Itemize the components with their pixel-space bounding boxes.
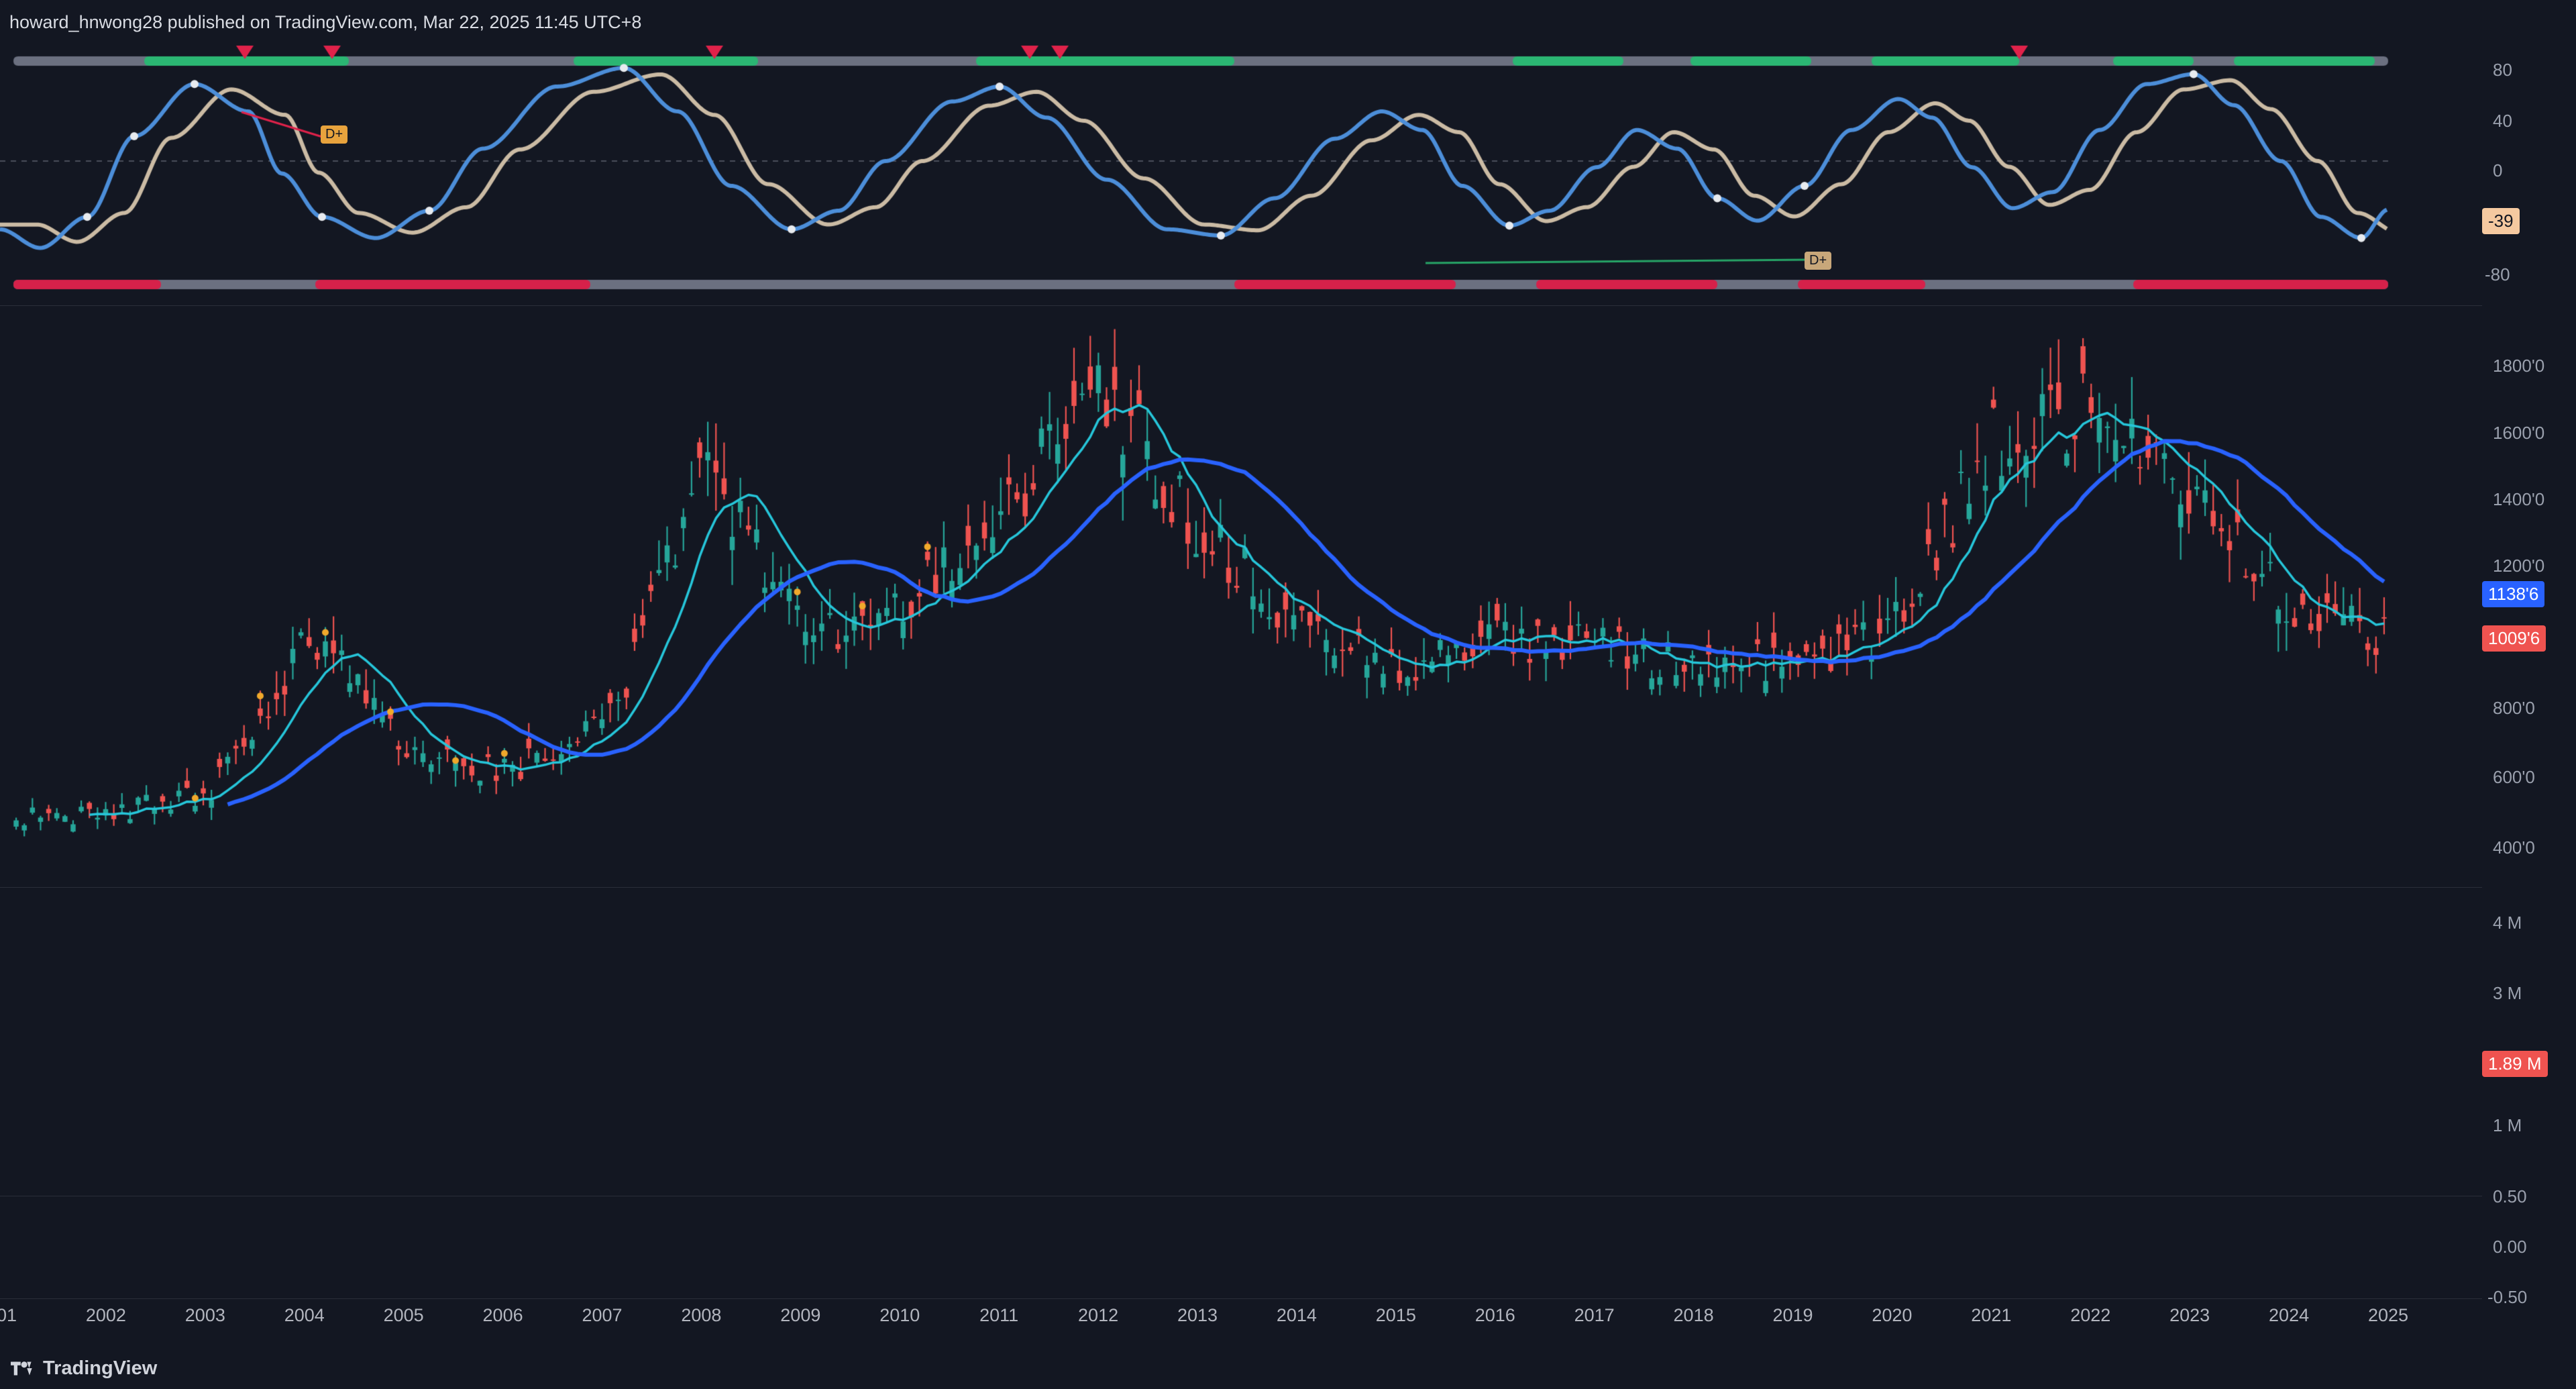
price-volume-divider	[0, 887, 2482, 888]
osc-tick-neg80: -80	[2485, 264, 2510, 285]
price-tick-1800: 1800'0	[2493, 356, 2545, 376]
x-tick-2003: 2003	[184, 1305, 225, 1325]
volume-canvas	[0, 889, 2482, 1194]
dots-tick-000: 0.00	[2493, 1237, 2527, 1257]
x-tick-2005: 2005	[383, 1305, 424, 1325]
x-axis-labels: 01 2002 2003 2004 2005 2006 2007 2008 2009 2010 20…	[0, 1302, 2482, 1329]
x-tick-2004: 2004	[284, 1305, 325, 1325]
tradingview-logo: TradingView	[11, 1357, 157, 1380]
price-tick-1600: 1600'0	[2493, 423, 2545, 443]
price-canvas	[0, 307, 2482, 886]
osc-tick-80: 80	[2493, 60, 2512, 80]
vol-tick-3m: 3 M	[2493, 983, 2522, 1003]
osc-tick-0: 0	[2493, 160, 2503, 181]
volume-value-badge: 1.89 M	[2482, 1051, 2548, 1077]
oscillator-label-d1: D+	[321, 125, 348, 144]
x-tick-2023: 2023	[2169, 1305, 2210, 1325]
price-tick-400: 400'0	[2493, 837, 2535, 858]
x-tick-2021: 2021	[1971, 1305, 2012, 1325]
x-tick-2012: 2012	[1078, 1305, 1119, 1325]
x-tick-2019: 2019	[1772, 1305, 1813, 1325]
oscillator-label-d2: D+	[1805, 252, 1832, 270]
dots-pane	[0, 1198, 2482, 1298]
price-tick-600: 600'0	[2493, 767, 2535, 787]
x-tick-2010: 2010	[879, 1305, 920, 1325]
x-tick-2013: 2013	[1177, 1305, 1218, 1325]
oscillator-canvas	[0, 42, 2482, 310]
vol-tick-4m: 4 M	[2493, 913, 2522, 933]
x-tick-2009: 2009	[780, 1305, 821, 1325]
tradingview-wordmark: TradingView	[43, 1357, 158, 1379]
tradingview-mark-icon	[11, 1361, 36, 1375]
x-tick-2007: 2007	[582, 1305, 623, 1325]
osc-value-badge: -39	[2482, 208, 2520, 234]
attribution-bar: howard_hnwong28 published on TradingView…	[0, 0, 2576, 42]
x-tick-2006: 2006	[482, 1305, 523, 1325]
dots-xaxis-divider	[0, 1298, 2482, 1299]
x-tick-2024: 2024	[2269, 1305, 2310, 1325]
x-tick-2011: 2011	[979, 1305, 1019, 1325]
x-tick-2020: 2020	[1872, 1305, 1913, 1325]
price-pane: ZS1! · 1M · CBOT	[0, 307, 2482, 886]
x-tick-2002: 2002	[85, 1305, 126, 1325]
vol-tick-1m: 1 M	[2493, 1115, 2522, 1135]
dots-tick-neg050: -0.50	[2487, 1287, 2528, 1307]
dots-canvas	[0, 1198, 2482, 1298]
x-tick-2018: 2018	[1673, 1305, 1714, 1325]
x-tick-01: 01	[0, 1305, 17, 1325]
price-tick-1200: 1200'0	[2493, 556, 2545, 576]
x-tick-2014: 2014	[1276, 1305, 1317, 1325]
price-tick-1400: 1400'0	[2493, 489, 2545, 509]
osc-tick-40: 40	[2493, 111, 2512, 131]
x-tick-2017: 2017	[1574, 1305, 1615, 1325]
x-tick-2008: 2008	[681, 1305, 722, 1325]
price-tick-800: 800'0	[2493, 698, 2535, 718]
x-tick-2015: 2015	[1375, 1305, 1416, 1325]
attribution-text: howard_hnwong28 published on TradingView…	[9, 12, 642, 32]
osc-price-divider	[0, 305, 2482, 306]
ma-value-badge: 1138'6	[2482, 581, 2545, 607]
x-tick-2022: 2022	[2070, 1305, 2111, 1325]
x-tick-2025: 2025	[2367, 1305, 2409, 1325]
x-tick-2016: 2016	[1474, 1305, 1515, 1325]
volume-pane	[0, 889, 2482, 1194]
last-price-badge: 1009'6	[2482, 625, 2546, 652]
oscillator-pane: D+ D+	[0, 42, 2482, 310]
dots-tick-050: 0.50	[2493, 1186, 2527, 1206]
